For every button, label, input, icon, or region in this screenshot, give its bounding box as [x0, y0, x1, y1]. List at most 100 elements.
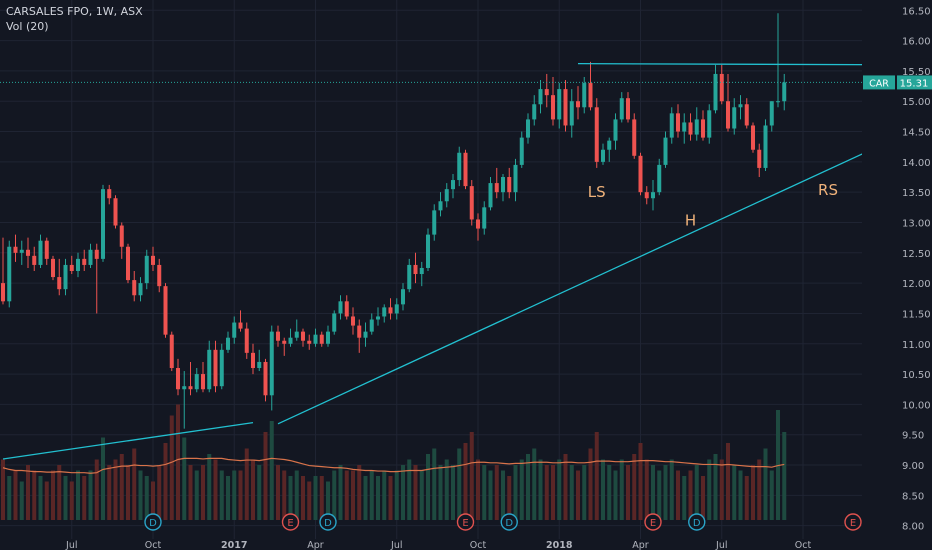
volume-bar: [219, 470, 224, 520]
candle: [201, 361, 205, 393]
candle: [707, 104, 712, 144]
volume-bar: [744, 476, 749, 520]
candle: [101, 184, 105, 262]
candle-body: [688, 122, 693, 135]
price-tick-label: 12.50: [902, 249, 931, 260]
volume-bar: [88, 470, 93, 520]
candle-body: [344, 301, 349, 317]
candle: [26, 237, 30, 268]
volume-bar: [532, 448, 537, 520]
candle: [301, 328, 305, 347]
time-axis[interactable]: Jul Oct 2017 Apr Jul Oct 2018 Apr Jul Oct: [0, 539, 932, 550]
volume-bar: [169, 415, 174, 520]
event-marker-d[interactable]: D: [319, 513, 337, 531]
candle-body: [19, 249, 24, 253]
price-axis[interactable]: 16.50 16.00 15.50 15.00 14.50 14.00 13.50 13.00…: [862, 0, 932, 539]
event-marker-e[interactable]: E: [281, 513, 300, 531]
price-tick-label: 15.50: [902, 67, 931, 78]
volume-bar: [332, 470, 337, 520]
time-tick-label: Oct: [795, 540, 812, 550]
candle: [388, 298, 393, 320]
candle-body: [201, 374, 205, 390]
candle-body: [551, 95, 555, 120]
volume-bar: [238, 470, 243, 520]
volume-bar: [363, 476, 368, 520]
candle: [207, 340, 212, 393]
candle-body: [276, 331, 280, 341]
candle-body: [126, 246, 130, 281]
volume-bar: [344, 470, 349, 520]
candle: [76, 252, 80, 278]
candle: [163, 283, 168, 338]
candle: [576, 86, 580, 120]
volume-bar: [119, 454, 124, 520]
candle-body: [601, 149, 605, 162]
candle-body: [51, 258, 55, 278]
candle-body: [438, 201, 443, 211]
candle-body: [613, 119, 618, 141]
candle: [213, 340, 218, 393]
volume-bar: [763, 448, 768, 520]
event-marker-d[interactable]: D: [500, 513, 518, 531]
candle: [126, 243, 130, 284]
volume-bar: [157, 465, 162, 520]
event-marker-e[interactable]: E: [456, 513, 475, 531]
candle-body: [151, 255, 155, 265]
candle-body: [94, 249, 99, 259]
volume-bar: [713, 454, 718, 520]
candle-body: [557, 89, 562, 120]
trendline: [2, 421, 254, 460]
event-marker-d[interactable]: D: [688, 513, 706, 531]
pattern-label-h: H: [685, 212, 696, 230]
candle: [782, 73, 787, 111]
candle: [407, 258, 412, 293]
candle: [357, 319, 362, 353]
candle: [644, 186, 649, 205]
candle-body: [426, 234, 430, 268]
volume-bar: [351, 470, 355, 520]
volume-bar: [457, 448, 462, 520]
candle: [619, 92, 624, 123]
pattern-label-rs: RS: [818, 181, 838, 199]
symbol-title[interactable]: CARSALES FPO, 1W, ASX: [6, 5, 143, 18]
candle-body: [376, 316, 380, 320]
volume-bar: [619, 459, 624, 520]
volume-bar: [438, 465, 443, 520]
volume-bar: [576, 470, 580, 520]
price-tick-label: 8.50: [902, 491, 924, 502]
chart-legend: CARSALES FPO, 1W, ASX Vol (20): [6, 4, 143, 34]
candle-body: [7, 246, 12, 302]
candle: [726, 73, 730, 132]
volume-bar: [257, 465, 262, 520]
volume-bar: [626, 465, 630, 520]
candle: [657, 158, 662, 196]
candle-body: [257, 361, 262, 369]
volume-bar: [601, 459, 605, 520]
volume-bar: [563, 454, 568, 520]
candle-body: [594, 107, 599, 162]
volume-bar: [32, 470, 37, 520]
candle-body: [538, 89, 543, 105]
candle-body: [44, 240, 49, 259]
candle-body: [307, 340, 312, 344]
candle: [344, 295, 349, 320]
candle: [494, 167, 499, 199]
volume-bar: [632, 454, 637, 520]
event-marker-e[interactable]: E: [644, 513, 662, 531]
trendline: [277, 146, 879, 425]
candle: [463, 149, 468, 190]
candle-body: [357, 325, 362, 338]
candle: [7, 240, 12, 308]
candle: [744, 98, 749, 129]
volume-bar: [182, 437, 187, 520]
candle: [607, 137, 612, 162]
volume-indicator-label[interactable]: Vol (20): [6, 20, 49, 33]
candle: [257, 349, 262, 372]
event-marker-e[interactable]: E: [844, 513, 862, 531]
volume-bar: [226, 476, 230, 520]
candle: [44, 237, 49, 265]
candle-body: [294, 331, 299, 338]
event-marker-d[interactable]: D: [144, 513, 162, 531]
